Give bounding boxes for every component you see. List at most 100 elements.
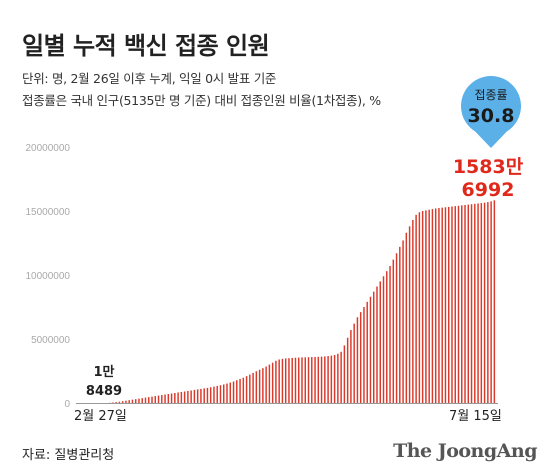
bar [190, 390, 192, 403]
bar [333, 355, 336, 403]
bar [206, 387, 209, 403]
y-axis-ticks: 0 5000000 10000000 15000000 20000000 [26, 143, 71, 410]
bar [487, 202, 489, 403]
bar [421, 211, 424, 403]
bar [200, 388, 202, 403]
bar [395, 253, 398, 403]
bar [389, 266, 391, 403]
bar [177, 392, 179, 403]
bar [366, 301, 368, 403]
bar [275, 360, 277, 403]
bar [294, 357, 297, 403]
bar [161, 395, 163, 403]
bar [203, 388, 205, 403]
y-tick-label: 20000000 [26, 143, 71, 154]
bar [291, 357, 293, 403]
bar [281, 358, 284, 403]
bar [262, 368, 264, 403]
bar [405, 232, 408, 403]
bar [408, 226, 411, 403]
bar [112, 402, 114, 404]
bar [131, 399, 134, 403]
bar [252, 372, 254, 403]
bar [232, 381, 235, 403]
bar [128, 400, 130, 403]
bar [425, 210, 427, 403]
bar [219, 385, 222, 403]
bar [441, 207, 443, 403]
bar [327, 356, 329, 403]
callout-value: 30.8 [468, 105, 515, 127]
bar [317, 356, 320, 403]
bar [298, 357, 300, 403]
bar [265, 366, 267, 403]
bar [447, 206, 450, 403]
last-value-line1: 1583만 [453, 156, 524, 178]
unit-note: 단위: 명, 2월 26일 이후 누계, 익일 0시 발표 기준 [22, 71, 277, 86]
bar [284, 358, 287, 403]
bar [343, 345, 346, 403]
bar [183, 391, 186, 403]
bar [356, 317, 359, 403]
bar [373, 291, 375, 403]
bar [141, 398, 143, 403]
bar [418, 212, 421, 403]
rate-note: 접종률은 국내 인구(5135만 명 기준) 대비 접종인원 비율(1차접종),… [22, 93, 381, 108]
bar [151, 396, 153, 403]
bar [118, 401, 121, 403]
x-end-label: 7월 15일 [449, 409, 502, 424]
bar [337, 353, 339, 403]
source-note: 자료: 질병관리청 [22, 448, 115, 463]
bar [278, 359, 280, 403]
y-tick-label: 5000000 [31, 335, 70, 346]
bar [307, 357, 310, 403]
bar [180, 391, 183, 403]
bar [438, 208, 440, 403]
rate-callout: 접종률 30.8 [461, 76, 522, 148]
bar [480, 203, 483, 403]
bar [428, 209, 430, 403]
bar [187, 390, 189, 403]
y-tick-label: 0 [64, 399, 70, 410]
bar [451, 206, 453, 403]
brand-logo: The JoongAng [393, 440, 537, 462]
bar [320, 356, 323, 403]
bar [239, 378, 241, 403]
first-value-line1: 1만 [93, 364, 114, 380]
bar [490, 201, 492, 403]
bar [454, 206, 456, 403]
last-value-line2: 6992 [462, 179, 515, 201]
bar [226, 383, 228, 403]
bar [216, 385, 218, 403]
first-value-label: 1만 8489 [86, 364, 122, 399]
bar [255, 371, 258, 403]
first-value-line2: 8489 [86, 384, 122, 399]
chart-title: 일별 누적 백신 접종 인원 [22, 32, 270, 60]
bar [340, 351, 342, 403]
bar [324, 356, 326, 403]
bar [154, 396, 157, 403]
bar [134, 399, 137, 403]
bar [412, 219, 414, 403]
bar [359, 312, 362, 403]
callout-bubble [461, 76, 522, 148]
bar [461, 205, 463, 403]
bar [249, 374, 251, 403]
bar [314, 356, 316, 403]
bar [271, 362, 274, 403]
bar [236, 380, 238, 403]
bar [125, 400, 127, 403]
bar [376, 286, 378, 403]
bar [258, 369, 261, 403]
bar [311, 357, 313, 403]
bar [213, 386, 215, 403]
bar [457, 205, 460, 403]
bar [268, 364, 271, 403]
y-tick-label: 15000000 [26, 207, 71, 218]
bar [382, 276, 385, 403]
bar-series [108, 200, 496, 404]
bar [369, 296, 372, 403]
bar [174, 393, 176, 403]
bar [392, 259, 395, 403]
